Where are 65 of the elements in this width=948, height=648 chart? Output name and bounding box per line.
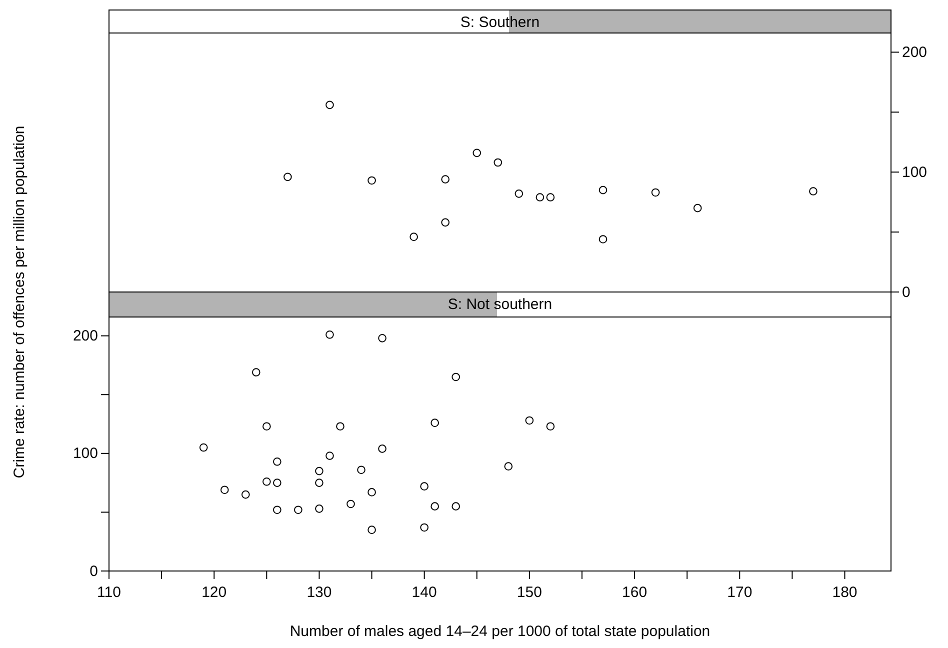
point [346,500,355,508]
point [809,187,818,196]
point [368,176,376,185]
point [378,334,386,342]
x-tick-label: 180 [832,584,858,601]
point [525,416,534,425]
point [441,175,450,184]
point [220,486,229,494]
point [284,172,292,182]
point [378,444,386,453]
chart-title: S: Not southern [448,296,552,313]
point [294,506,302,514]
point [273,506,282,514]
point [326,100,334,110]
y-tick-label: 100 [72,445,98,462]
point [368,488,376,496]
point [420,482,428,490]
point [430,502,439,510]
point [357,466,366,474]
point [368,526,376,534]
point [546,422,555,431]
point [273,478,282,487]
point [430,418,439,427]
point [693,204,702,212]
point [651,188,660,197]
point [514,190,524,198]
point [410,232,418,241]
y-tick-label: 0 [90,562,98,580]
point [315,466,324,476]
chart-title: S: Southern [460,14,540,31]
x-axis-title: Number of males aged 14–24 per 1000 of total state population [290,623,710,640]
point [315,478,324,487]
point [315,504,324,513]
point [326,330,334,339]
point [273,457,282,466]
point [598,186,608,194]
point [536,193,544,202]
point [199,443,208,452]
point [326,452,334,460]
point [598,235,608,244]
point [241,490,250,499]
x-tick-label: 170 [727,584,752,601]
y2-tick-label: 0 [902,284,910,301]
x-tick-label: 150 [516,584,542,601]
point [262,422,271,431]
y-tick-label: 200 [72,328,98,345]
point [252,368,260,376]
point [494,158,502,167]
point [336,422,344,431]
x-tick-label: 160 [622,584,648,601]
point [546,193,555,202]
x-tick-label: 110 [97,584,121,601]
y-axis-title: Crime rate: number of offences per million population [11,126,28,478]
point [420,523,428,532]
point [452,502,460,510]
x-tick-label: 130 [306,584,332,601]
point [472,148,482,158]
point [262,477,271,486]
y2-tick-label: 200 [902,44,928,61]
point [441,218,450,227]
x-tick-label: 140 [412,584,437,601]
x-tick-label: 120 [202,584,227,601]
y2-tick-label: 100 [902,164,928,181]
point [452,372,460,382]
point [504,462,513,470]
